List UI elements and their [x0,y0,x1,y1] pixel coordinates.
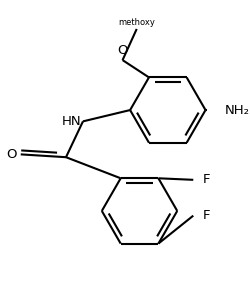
Text: O: O [6,148,17,161]
Text: O: O [117,44,127,57]
Text: HN: HN [61,115,81,128]
Text: methoxy: methoxy [118,18,154,27]
Text: NH₂: NH₂ [224,104,248,117]
Text: F: F [202,209,209,222]
Text: F: F [202,173,209,186]
